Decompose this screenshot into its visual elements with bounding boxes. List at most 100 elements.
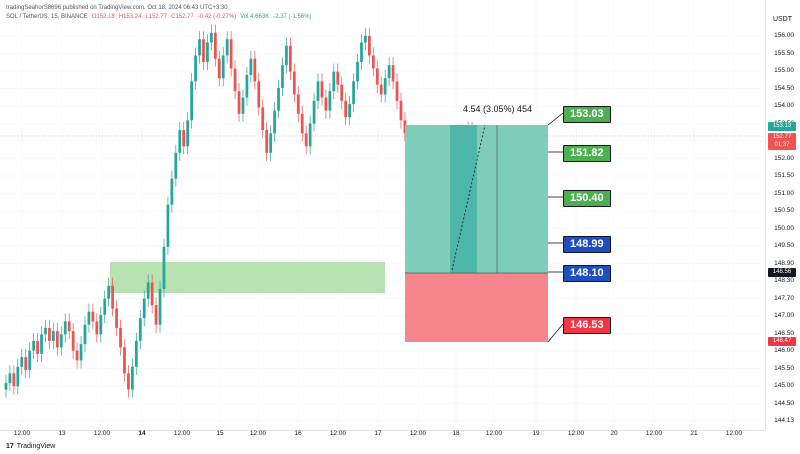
candle <box>119 319 122 356</box>
candle <box>138 310 142 349</box>
candle <box>48 319 51 349</box>
candle <box>178 121 182 161</box>
symbol-label[interactable]: SOL / TetherUS, 15, BINANCE <box>6 14 88 20</box>
time-tick: 12:00 <box>249 430 267 437</box>
candle <box>285 37 288 74</box>
candlestick-chart[interactable] <box>0 0 765 430</box>
current-price-tag: 153.13 <box>768 122 796 131</box>
candle <box>51 323 55 349</box>
candle <box>87 303 91 333</box>
candle <box>399 92 403 129</box>
candle <box>269 125 273 161</box>
candle <box>127 365 130 398</box>
candle <box>265 121 269 161</box>
candle <box>367 27 371 64</box>
price-tick: 152.00 <box>774 154 794 162</box>
label-pointer <box>547 323 564 343</box>
price-tick: 149.50 <box>774 242 794 249</box>
candle <box>371 47 375 77</box>
chart-plot-area[interactable]: 4.54 (3.05%) 454 153.03 151.82 150.40 14… <box>0 0 766 430</box>
price-tick: 151.00 <box>774 189 794 197</box>
candle <box>130 358 134 398</box>
price-axis[interactable]: 156.00155.50155.00154.50154.00153.50152.… <box>766 0 800 430</box>
price-tick: 147.00 <box>774 312 794 319</box>
candle <box>146 274 150 307</box>
extra-change: -2.37 (-1.56%) <box>273 14 312 20</box>
target-label-4[interactable]: 148.99 <box>563 236 611 253</box>
target-label-3[interactable]: 150.40 <box>563 190 611 207</box>
candle <box>217 50 221 87</box>
candle <box>360 34 363 71</box>
price-tick: 145.00 <box>774 382 794 389</box>
candle <box>20 348 24 375</box>
time-tick: 14 <box>138 430 146 437</box>
candle <box>91 303 95 330</box>
candle <box>312 92 316 132</box>
price-tick: 144.50 <box>774 399 794 407</box>
candle <box>32 332 36 359</box>
last-price-tag: 152.77 <box>768 133 796 142</box>
candle <box>375 60 379 93</box>
candle <box>75 342 79 369</box>
candle <box>383 70 387 103</box>
time-tick: 19 <box>532 430 540 437</box>
label-pointer <box>547 112 564 126</box>
candle <box>364 27 367 51</box>
candle <box>296 86 300 122</box>
time-tick: 15 <box>216 430 224 437</box>
candle <box>340 76 344 109</box>
publisher-line: tradingSeahorS8696 published on TradingV… <box>6 5 228 11</box>
candle <box>395 73 399 109</box>
candle <box>115 300 118 337</box>
candle <box>79 336 83 369</box>
target-label-6[interactable]: 146.53 <box>563 317 611 334</box>
candle <box>103 290 107 324</box>
candle <box>142 290 146 327</box>
candle <box>245 66 249 106</box>
time-axis[interactable]: 12:00 13 12:00 14 12:00 15 12:00 16 12:00 17 12:00… <box>0 430 765 443</box>
candle <box>174 144 178 187</box>
candle <box>261 99 265 139</box>
candle <box>12 365 16 395</box>
price-tick: 146.00 <box>774 347 794 354</box>
candle <box>186 112 190 155</box>
time-tick: 12:00 <box>409 430 427 437</box>
candle <box>320 73 324 106</box>
close-value: C152.77 <box>171 14 194 20</box>
time-tick: 20 <box>610 430 618 437</box>
demand-zone[interactable] <box>110 262 385 293</box>
candle <box>166 196 170 255</box>
time-tick: 12:00 <box>13 430 31 437</box>
price-tick: 144.13 <box>774 417 794 424</box>
candle <box>257 73 261 116</box>
candle <box>225 31 229 64</box>
time-tick: 21 <box>690 430 698 437</box>
candle <box>300 105 304 142</box>
currency-unit[interactable]: USDT <box>772 16 792 23</box>
time-tick: 12:00 <box>567 430 585 437</box>
candle <box>403 112 407 142</box>
target-label-5[interactable]: 148.10 <box>563 265 611 282</box>
measure-label: 4.54 (3.05%) 454 <box>463 104 533 114</box>
target-label-2[interactable]: 151.82 <box>563 145 611 162</box>
logo-text: TradingView <box>16 443 56 450</box>
time-tick: 17 <box>374 430 382 437</box>
time-tick: 12:00 <box>725 430 743 437</box>
candle <box>292 63 296 103</box>
tradingview-logo[interactable]: 17 TradingView <box>6 443 55 450</box>
candle <box>356 53 359 90</box>
candle <box>36 332 39 362</box>
target-label-1[interactable]: 153.03 <box>563 106 611 123</box>
price-tick: 155.00 <box>774 67 794 74</box>
candle <box>158 280 162 333</box>
candle <box>328 83 332 119</box>
loss-zone[interactable] <box>405 273 548 342</box>
time-tick: 12:00 <box>329 430 347 437</box>
candle <box>316 73 320 109</box>
candle <box>206 34 209 71</box>
candle <box>233 60 237 100</box>
candle <box>202 31 205 71</box>
candle <box>67 313 71 340</box>
candle <box>44 319 47 343</box>
candle <box>59 326 63 356</box>
